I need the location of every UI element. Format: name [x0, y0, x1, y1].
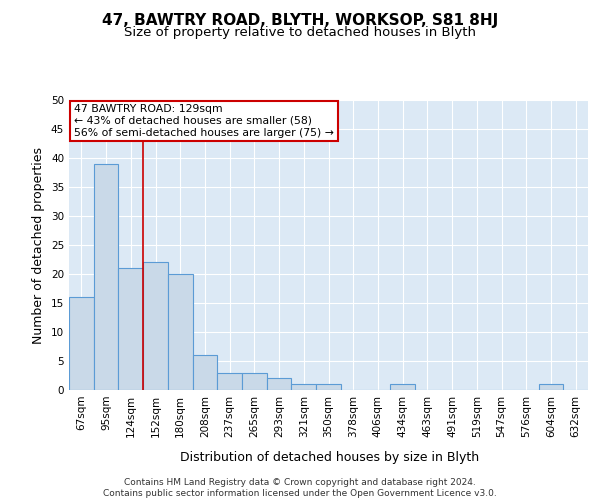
- Bar: [539, 384, 563, 390]
- Text: 47, BAWTRY ROAD, BLYTH, WORKSOP, S81 8HJ: 47, BAWTRY ROAD, BLYTH, WORKSOP, S81 8HJ: [102, 12, 498, 28]
- Text: Distribution of detached houses by size in Blyth: Distribution of detached houses by size …: [181, 451, 479, 464]
- Y-axis label: Number of detached properties: Number of detached properties: [32, 146, 46, 344]
- Bar: [168, 274, 193, 390]
- Bar: [242, 372, 267, 390]
- Bar: [94, 164, 118, 390]
- Bar: [267, 378, 292, 390]
- Bar: [69, 297, 94, 390]
- Bar: [316, 384, 341, 390]
- Text: Contains HM Land Registry data © Crown copyright and database right 2024.
Contai: Contains HM Land Registry data © Crown c…: [103, 478, 497, 498]
- Text: Size of property relative to detached houses in Blyth: Size of property relative to detached ho…: [124, 26, 476, 39]
- Bar: [292, 384, 316, 390]
- Bar: [217, 372, 242, 390]
- Bar: [390, 384, 415, 390]
- Bar: [143, 262, 168, 390]
- Bar: [118, 268, 143, 390]
- Text: 47 BAWTRY ROAD: 129sqm
← 43% of detached houses are smaller (58)
56% of semi-det: 47 BAWTRY ROAD: 129sqm ← 43% of detached…: [74, 104, 334, 138]
- Bar: [193, 355, 217, 390]
